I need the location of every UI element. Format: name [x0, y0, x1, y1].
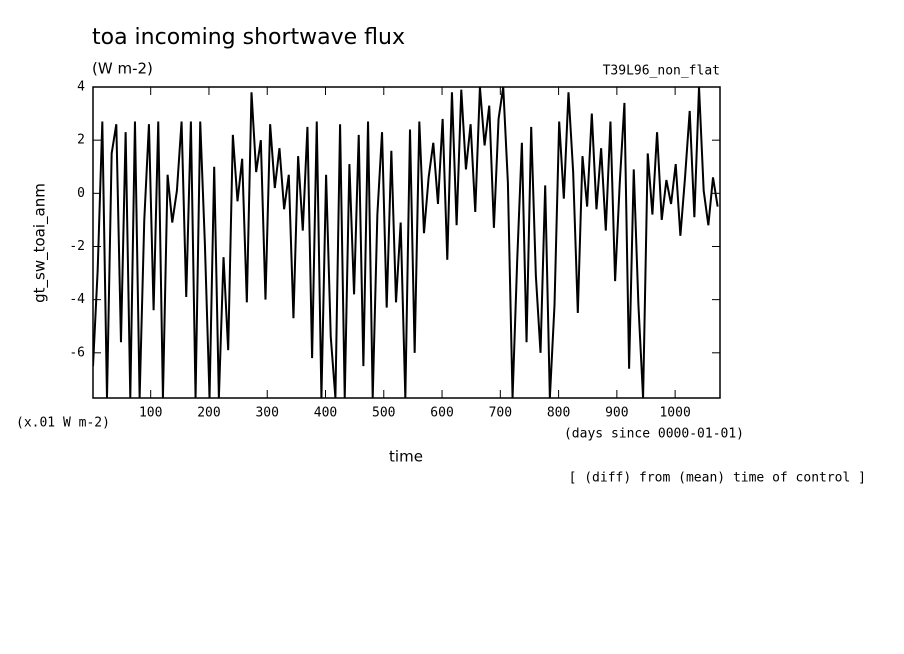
y-unit-label: (x.01 W m-2) [16, 416, 110, 431]
x-unit-label: (days since 0000-01-01) [564, 427, 744, 442]
chart-subtitle: (W m-2) [92, 60, 153, 78]
y-tick-label: -2 [69, 239, 85, 254]
y-tick-label: 4 [77, 80, 85, 95]
x-axis-label: time [389, 448, 423, 466]
y-tick-label: -4 [69, 292, 85, 307]
x-tick-label: 600 [430, 406, 453, 421]
x-tick-label: 200 [197, 406, 220, 421]
y-tick-label: -6 [69, 345, 85, 360]
x-tick-label: 100 [139, 406, 162, 421]
data-line [93, 87, 719, 398]
x-tick-label: 700 [489, 406, 512, 421]
x-tick-label: 300 [255, 406, 278, 421]
y-axis-label: gt_sw_toai_anm [31, 183, 50, 303]
x-tick-label: 400 [314, 406, 337, 421]
run-label: T39L96_non_flat [603, 64, 720, 79]
x-tick-label: 800 [547, 406, 570, 421]
y-tick-label: 2 [77, 133, 85, 148]
x-tick-label: 900 [605, 406, 628, 421]
x-tick-label: 500 [372, 406, 395, 421]
plot-frame [92, 86, 721, 399]
y-tick-label: 0 [77, 186, 85, 201]
chart-title: toa incoming shortwave flux [92, 25, 405, 50]
footnote: [ (diff) from (mean) time of control ] [569, 471, 866, 486]
x-tick-label: 1000 [659, 406, 690, 421]
